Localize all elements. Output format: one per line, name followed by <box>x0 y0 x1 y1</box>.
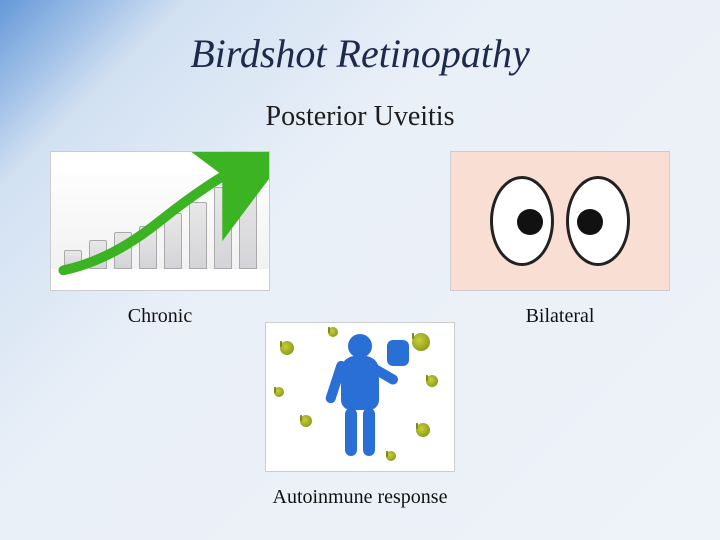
bilateral-panel: Bilateral <box>450 151 670 328</box>
chart-bar <box>239 175 257 268</box>
eyes-illustration <box>450 151 670 291</box>
slide-subtitle: Posterior Uveitis <box>266 101 455 133</box>
human-figure-icon <box>325 332 395 462</box>
eye-right-icon <box>566 176 630 266</box>
virus-icon <box>416 423 430 437</box>
chart-bar <box>114 232 132 268</box>
autoimmune-label: Autoinmune response <box>273 486 448 509</box>
virus-icon <box>412 333 430 351</box>
immune-illustration <box>265 322 455 472</box>
chart-bar <box>164 213 182 268</box>
growth-chart <box>50 151 270 291</box>
chart-bar <box>89 240 107 269</box>
slide-title: Birdshot Retinopathy <box>190 30 530 77</box>
top-row: Chronic Bilateral <box>40 151 680 328</box>
chart-bar <box>139 226 157 269</box>
eye-left-icon <box>490 176 554 266</box>
virus-icon <box>328 327 338 337</box>
chronic-panel: Chronic <box>50 151 270 328</box>
chart-bar <box>214 187 232 269</box>
virus-icon <box>280 341 294 355</box>
virus-icon <box>274 387 284 397</box>
virus-icon <box>386 451 396 461</box>
bilateral-label: Bilateral <box>526 305 595 328</box>
chart-bar <box>189 202 207 269</box>
chart-bar <box>64 250 82 269</box>
virus-icon <box>300 415 312 427</box>
virus-icon <box>426 375 438 387</box>
autoimmune-panel: Autoinmune response <box>265 328 455 509</box>
chronic-label: Chronic <box>128 305 192 328</box>
